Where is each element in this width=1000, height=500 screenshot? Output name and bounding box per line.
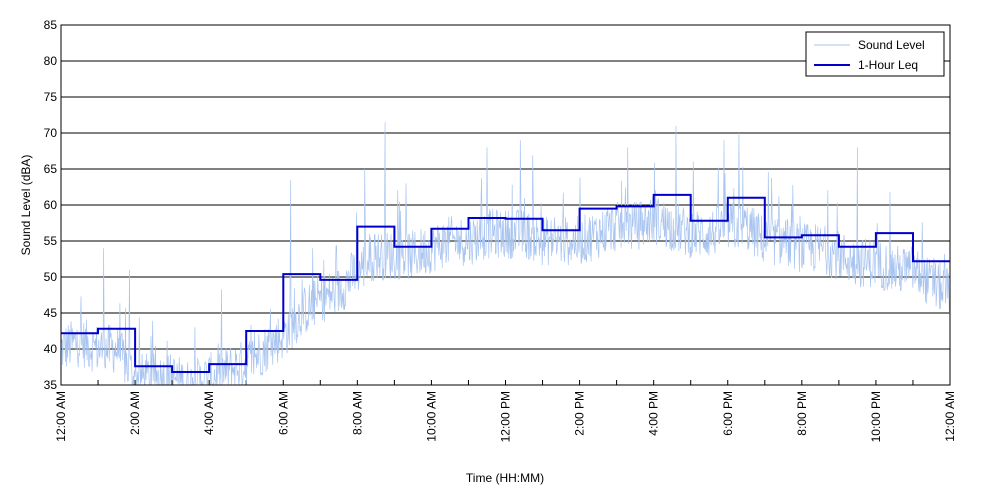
y-tick-label: 35 (44, 378, 58, 392)
y-tick-label: 80 (44, 54, 58, 68)
x-tick-label: 8:00 AM (350, 391, 364, 435)
y-tick-label: 45 (44, 306, 58, 320)
series-sound-level (60, 122, 951, 386)
legend-label-1-hour-leq: 1-Hour Leq (858, 58, 918, 72)
y-tick-label: 70 (44, 126, 58, 140)
x-tick-label: 6:00 PM (721, 391, 735, 436)
y-tick-label: 65 (44, 162, 58, 176)
x-tick-label: 4:00 AM (202, 391, 216, 435)
y-tick-label: 75 (44, 90, 58, 104)
y-axis-ticks: 35 40 45 50 55 60 65 70 75 80 85 (44, 18, 66, 392)
y-tick-label: 50 (44, 270, 58, 284)
x-tick-label: 12:00 AM (943, 391, 957, 442)
y-tick-label: 85 (44, 18, 58, 32)
x-tick-label: 8:00 PM (795, 391, 809, 436)
plot-frame (60, 24, 951, 386)
x-tick-label: 6:00 AM (276, 391, 290, 435)
x-tick-label: 10:00 AM (424, 391, 438, 442)
x-axis-label: Time (HH:MM) (466, 471, 544, 485)
legend-box (805, 31, 945, 77)
x-tick-label: 4:00 PM (647, 391, 661, 436)
sound-level-line (60, 122, 951, 386)
x-axis-ticks: 12:00 AM 2:00 AM 4:00 AM 6:00 AM 8:00 AM 10:0… (54, 380, 957, 442)
y-tick-label: 55 (44, 234, 58, 248)
x-tick-label: 12:00 AM (54, 391, 68, 442)
x-tick-label: 2:00 PM (573, 391, 587, 436)
legend-label-sound-level: Sound Level (858, 38, 925, 52)
y-tick-label: 40 (44, 342, 58, 356)
y-axis-label: Sound Level (dBA) (19, 155, 33, 256)
x-tick-label: 12:00 PM (499, 391, 513, 442)
x-tick-label: 2:00 AM (128, 391, 142, 435)
y-tick-label: 60 (44, 198, 58, 212)
leq-step-line (61, 193, 950, 373)
legend: Sound Level 1-Hour Leq (805, 31, 945, 77)
series-1-hour-leq (61, 193, 950, 373)
x-tick-label: 10:00 PM (869, 391, 883, 442)
